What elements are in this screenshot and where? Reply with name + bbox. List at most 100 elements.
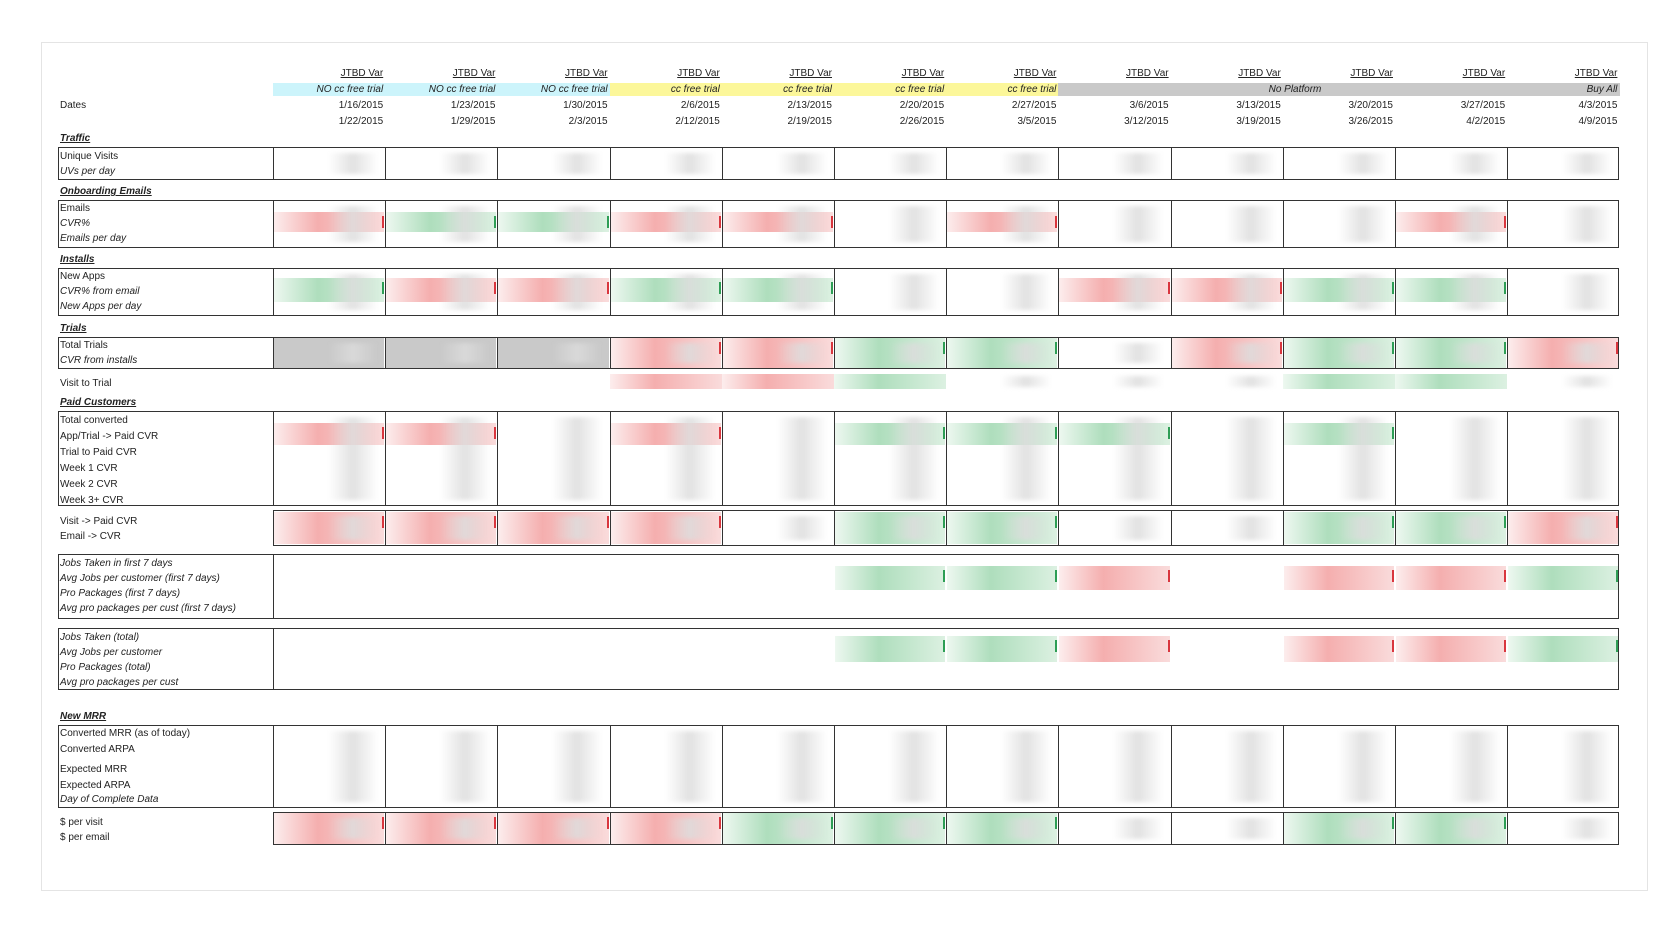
- column-start-date: 1/30/2015: [563, 100, 608, 111]
- heat-cell: [1059, 566, 1170, 590]
- section-title: Installs: [60, 254, 95, 265]
- heat-cell-bar: [382, 817, 385, 829]
- column-divider: [497, 337, 499, 369]
- column-divider: [946, 725, 948, 808]
- blurred-value: [776, 516, 827, 540]
- column-divider: [609, 337, 611, 369]
- blurred-value: [1450, 343, 1500, 363]
- heat-cell-bar: [606, 216, 609, 228]
- column-variant-label: JTBD Var: [1350, 68, 1393, 79]
- column-divider: [1058, 812, 1060, 845]
- blurred-value: [552, 274, 603, 310]
- blurred-value: [776, 343, 827, 363]
- column-group-label: cc free trial: [670, 84, 720, 95]
- column-group-label: cc free trial: [895, 84, 945, 95]
- column-divider: [1058, 337, 1060, 369]
- label-divider: [273, 628, 274, 690]
- column-group-label: No Platform: [1268, 84, 1322, 95]
- column-divider: [609, 510, 611, 546]
- blurred-value: [889, 206, 939, 242]
- column-divider: [946, 147, 948, 180]
- column-divider: [946, 510, 948, 546]
- column-divider: [834, 725, 835, 808]
- row-label: Avg Jobs per customer: [60, 647, 163, 658]
- heat-cell-bar: [943, 640, 946, 652]
- column-divider: [1058, 725, 1060, 808]
- heat-cell-bar: [1392, 427, 1394, 439]
- group-band: [273, 83, 387, 96]
- row-label: Visit to Trial: [60, 378, 112, 389]
- column-divider: [946, 268, 948, 316]
- column-variant-label: JTBD Var: [340, 68, 384, 79]
- column-divider: [721, 147, 723, 180]
- blurred-value: [440, 818, 491, 839]
- heat-cell-bar: [1279, 342, 1282, 354]
- group-band: [1058, 83, 1172, 96]
- column-group-label: cc free trial: [783, 84, 832, 95]
- blurred-value: [1450, 274, 1500, 310]
- column-group-label: Buy All: [1586, 84, 1618, 95]
- heat-cell: [947, 566, 1058, 590]
- row-label: Email -> CVR: [60, 531, 121, 542]
- column-start-date: 2/13/2015: [787, 100, 833, 111]
- column-divider: [1170, 200, 1172, 248]
- heat-cell: [1282, 374, 1395, 389]
- row-label: Emails: [60, 203, 91, 214]
- row-label: UVs per day: [60, 166, 116, 177]
- blurred-value: [552, 818, 603, 839]
- blurred-value: [328, 274, 378, 310]
- blurred-value: [552, 731, 603, 802]
- group-band: [721, 83, 835, 96]
- heat-cell-bar: [1055, 516, 1058, 528]
- column-start-date: 3/27/2015: [1460, 100, 1506, 111]
- row-label: Expected MRR: [60, 764, 128, 775]
- blurred-value: [1450, 516, 1500, 540]
- heat-cell-bar: [1167, 427, 1170, 439]
- blurred-value: [1113, 206, 1164, 242]
- paid-box: [58, 411, 1620, 506]
- blurred-value: [1113, 274, 1164, 310]
- column-divider: [1395, 200, 1396, 248]
- blurred-value: [1450, 206, 1500, 242]
- column-divider: [385, 200, 387, 248]
- column-divider: [721, 200, 723, 248]
- column-variant-label: JTBD Var: [1013, 68, 1057, 79]
- heat-cell: [1396, 636, 1507, 662]
- column-divider: [609, 411, 611, 506]
- group-band: [1282, 83, 1396, 96]
- row-label: Avg Jobs per customer (first 7 days): [60, 573, 220, 584]
- column-divider: [385, 268, 387, 316]
- blurred-value: [1001, 153, 1052, 174]
- column-divider: [721, 411, 723, 506]
- column-divider: [609, 812, 611, 845]
- blurred-value: [1001, 818, 1052, 839]
- blurred-value: [1225, 206, 1276, 242]
- column-divider: [385, 812, 387, 845]
- blurred-value: [1001, 206, 1052, 242]
- blurred-value: [440, 153, 491, 174]
- column-divider: [1282, 812, 1284, 845]
- spreadsheet-frame: [41, 42, 1648, 891]
- heat-cell: [1395, 374, 1508, 389]
- blurred-value: [1225, 516, 1276, 540]
- column-divider: [1507, 812, 1509, 845]
- column-divider: [1395, 411, 1396, 506]
- column-divider: [497, 200, 499, 248]
- blurred-value: [776, 206, 827, 242]
- column-group-label: NO cc free trial: [540, 84, 608, 95]
- blurred-value: [1113, 376, 1164, 387]
- section-title: Paid Customers: [60, 397, 137, 408]
- column-divider: [721, 268, 723, 316]
- column-start-date: 2/20/2015: [899, 100, 945, 111]
- blurred-value: [889, 731, 939, 802]
- column-divider: [1170, 510, 1172, 546]
- heat-cell-bar: [1616, 342, 1619, 354]
- heat-cell-bar: [1616, 640, 1619, 652]
- column-divider: [1395, 337, 1396, 369]
- column-variant-label: JTBD Var: [677, 68, 720, 79]
- heat-cell-bar: [1055, 640, 1058, 652]
- heat-cell-bar: [1504, 570, 1507, 582]
- blurred-value: [664, 417, 715, 500]
- heat-cell-bar: [1055, 817, 1058, 829]
- installs-box: [58, 268, 1620, 316]
